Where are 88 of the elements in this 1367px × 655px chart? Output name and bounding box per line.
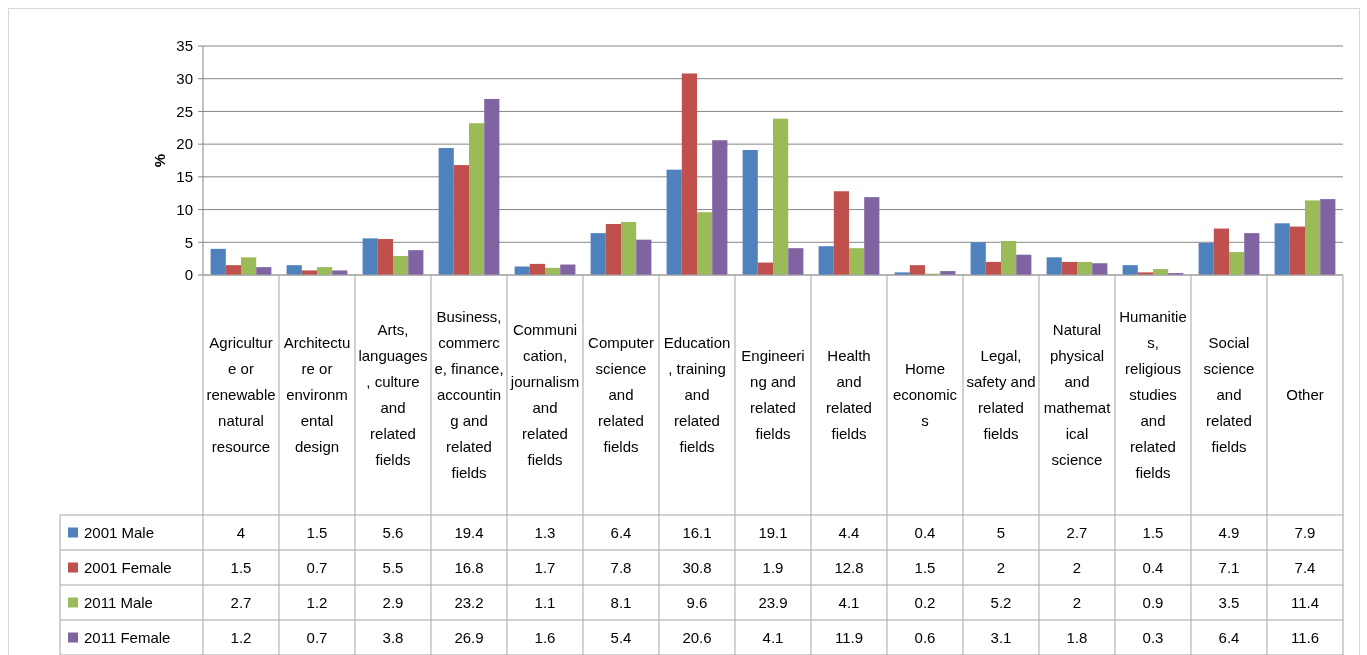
x-tick-label: Business, commerce, finance, accounting and related fields [434,308,504,482]
y-axis-title: % [151,153,168,168]
data-label: 11.9 [834,628,864,646]
x-tick-label: Humanities, religious studies and related fields [1119,308,1187,482]
data-label: 11.4 [1290,593,1320,611]
x-tick-label: Home economics [892,360,958,430]
x-tick-label: Arts, languages, culture and related fields [358,321,428,469]
x-tick-label: Legal, safety and related fields [966,347,1036,443]
data-label: 11.6 [1290,628,1320,646]
data-label: 6.4 [1218,628,1240,646]
data-label: 19.4 [454,523,484,541]
data-label: 8.1 [610,593,632,611]
data-label: 0.4 [914,523,936,541]
data-label: 0.9 [1142,593,1164,611]
data-label: 4.1 [838,593,860,611]
data-label: 9.6 [686,593,708,611]
data-label: 2 [1072,558,1082,576]
y-tick-label: 15 [176,168,193,186]
data-label: 23.9 [758,593,788,611]
x-tick-label: Health and related fields [826,347,872,443]
data-label: 5.2 [990,593,1012,611]
data-label: 3.5 [1218,593,1240,611]
data-label: 1.2 [306,593,328,611]
data-label: 1.5 [230,558,252,576]
data-label: 0.4 [1142,558,1164,576]
data-label: 23.2 [454,593,484,611]
data-label: 1.5 [306,523,328,541]
data-label: 5 [996,523,1006,541]
y-tick-label: 10 [176,200,193,218]
data-label: 7.8 [610,558,632,576]
data-label: 2 [996,558,1006,576]
x-tick-label: Architecture or environmental design [283,334,351,456]
data-label: 4 [236,523,246,541]
data-label: 0.7 [306,558,328,576]
data-label: 3.1 [990,628,1012,646]
x-tick-label: Communication, journalism and related fields [509,321,580,469]
data-label: 2.9 [382,593,404,611]
data-label: 1.1 [534,593,556,611]
data-label: 1.8 [1066,628,1088,646]
y-tick-label: 20 [176,135,193,153]
data-label: 4.4 [838,523,860,541]
x-tick-label: Natural physical and mathematical science [1043,321,1112,469]
data-label: 2.7 [1066,523,1088,541]
data-label: 1.3 [534,523,556,541]
data-label: 7.1 [1218,558,1240,576]
y-tick-label: 35 [176,37,193,55]
data-label: 0.7 [306,628,328,646]
x-tick-label: Social science and related fields [1203,334,1255,456]
legend-label: 2001 Female [84,558,172,576]
data-label: 1.7 [534,558,556,576]
legend-label: 2001 Male [84,523,155,541]
data-label: 5.4 [610,628,632,646]
data-label: 6.4 [610,523,632,541]
data-label: 7.4 [1294,558,1316,576]
data-label: 0.3 [1142,628,1164,646]
x-tick-label: Computer science and related fields [588,334,654,456]
y-tick-label: 30 [176,69,193,87]
data-label: 20.6 [682,628,712,646]
data-label: 7.9 [1294,523,1316,541]
data-label: 1.5 [1142,523,1164,541]
data-label: 26.9 [454,628,484,646]
data-label: 0.2 [914,593,936,611]
data-label: 16.1 [682,523,712,541]
x-tick-label: Agriculture or renewable natural resource [206,334,276,456]
data-label: 5.5 [382,558,404,576]
data-label: 12.8 [834,558,864,576]
data-label: 4.1 [762,628,784,646]
data-label: 16.8 [454,558,484,576]
data-label: 5.6 [382,523,404,541]
data-label: 0.6 [914,628,936,646]
legend-label: 2011 Male [84,593,153,611]
data-label: 2.7 [230,593,252,611]
y-tick-label: 5 [184,233,193,251]
y-tick-label: 0 [184,266,193,284]
y-tick-label: 25 [176,102,193,120]
data-label: 19.1 [758,523,788,541]
data-label: 1.2 [230,628,252,646]
data-label: 2 [1072,593,1082,611]
data-label: 30.8 [682,558,712,576]
data-label: 1.5 [914,558,936,576]
x-tick-label: Education, training and related fields [663,334,731,456]
legend-label: 2011 Female [84,628,171,646]
data-label: 3.8 [382,628,404,646]
data-label: 1.6 [534,628,556,646]
x-tick-label: Other [1286,386,1324,404]
data-label: 4.9 [1218,523,1240,541]
data-label: 1.9 [762,558,784,576]
x-tick-label: Engineering and related fields [741,347,805,443]
